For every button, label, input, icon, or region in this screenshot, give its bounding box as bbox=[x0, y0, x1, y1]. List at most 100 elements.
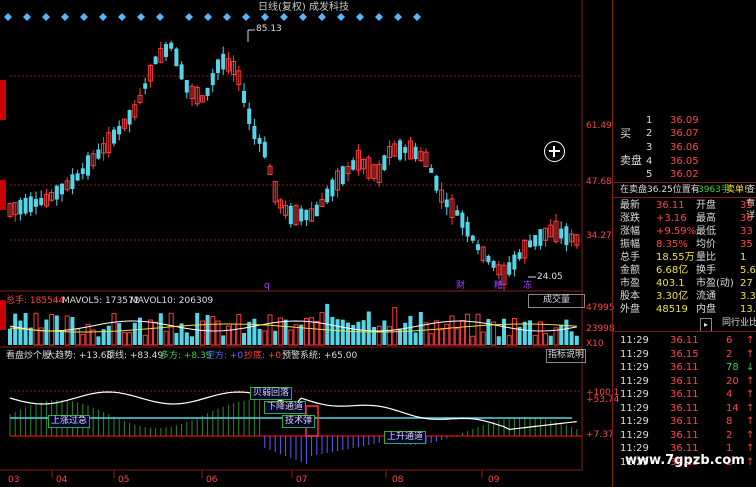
candle-up bbox=[361, 158, 367, 170]
volume-bar-up bbox=[553, 327, 559, 346]
left-tab-2[interactable] bbox=[0, 180, 6, 210]
signal-diamond-icon bbox=[99, 13, 107, 21]
candle-down bbox=[465, 221, 470, 237]
volume-bar-up bbox=[532, 334, 538, 346]
order-book-row[interactable]: 3 36.06 bbox=[646, 142, 699, 153]
candle-down bbox=[559, 228, 564, 239]
volume-bar-down bbox=[356, 321, 361, 345]
candle-down bbox=[476, 244, 480, 251]
volume-bar-up bbox=[319, 312, 325, 346]
kline-chart[interactable] bbox=[0, 0, 612, 487]
trade-row[interactable]: 11:29 36.11 14 ↑ bbox=[620, 402, 755, 414]
volume-bar-up bbox=[303, 317, 309, 346]
candle-down bbox=[257, 138, 262, 144]
left-tab-1[interactable] bbox=[0, 80, 6, 120]
volume-bar-down bbox=[340, 319, 345, 345]
up-arrow-icon: ↑ bbox=[746, 348, 755, 360]
indicator-help-button[interactable]: 指标说明 bbox=[546, 349, 586, 363]
quote-alert-banner[interactable]: 在卖盘36.25位置有 3963手 卖单! 查看详 bbox=[620, 185, 756, 221]
volume-indicator-button[interactable]: 成交量 bbox=[528, 294, 585, 308]
date-tick-04: 04 bbox=[56, 475, 68, 485]
order-book-row[interactable]: 2 36.07 bbox=[646, 128, 699, 139]
candle-down bbox=[86, 155, 90, 176]
trade-row[interactable]: 11:29 36.11 78 ↓ bbox=[620, 362, 755, 373]
signal-diamond-icon bbox=[356, 13, 364, 21]
volume-bar-down bbox=[528, 320, 532, 345]
candle-down bbox=[314, 204, 319, 217]
signal-diamond-icon bbox=[394, 13, 402, 21]
volume-ma10-legend: MAVOL10: 206309 bbox=[130, 296, 214, 306]
crosshair-plus-icon[interactable] bbox=[544, 141, 565, 162]
candle-up bbox=[12, 202, 18, 216]
candle-down bbox=[434, 175, 439, 191]
trade-row[interactable]: 11:29 36.11 6 ↑ bbox=[620, 335, 755, 346]
candle-down bbox=[538, 229, 543, 246]
event-label-zao[interactable]: 糟 bbox=[494, 281, 504, 291]
signal-diamond-icon bbox=[223, 13, 231, 21]
candle-up bbox=[449, 198, 455, 218]
up-arrow-icon: ↑ bbox=[746, 416, 755, 427]
up-arrow-icon: ↑ bbox=[746, 402, 755, 414]
candle-up bbox=[225, 58, 231, 72]
candle-up bbox=[194, 86, 200, 105]
left-tab-3[interactable] bbox=[0, 300, 6, 330]
order-book-row[interactable]: 1 36.09 bbox=[646, 115, 699, 126]
candle-down bbox=[70, 174, 75, 190]
candle-up bbox=[64, 180, 70, 191]
expand-toggle-icon[interactable]: ▸ bbox=[700, 318, 712, 332]
signal-diamond-icon bbox=[185, 13, 193, 21]
industry-compare-tab[interactable]: 同行业比较 bbox=[722, 318, 756, 328]
trade-row[interactable]: 11:29 36.11 4 ↑ bbox=[620, 389, 755, 400]
volume-bar-up bbox=[33, 312, 39, 346]
candle-down bbox=[127, 110, 132, 125]
trade-row[interactable]: 11:29 36.11 8 ↑ bbox=[620, 416, 755, 427]
site-watermark: www.7gpzb.com bbox=[625, 453, 745, 468]
volume-bar-up bbox=[262, 330, 268, 346]
event-label-q[interactable]: q bbox=[264, 281, 270, 291]
signal-diamond-icon bbox=[204, 13, 212, 21]
volume-bar-up bbox=[454, 328, 460, 346]
trade-row[interactable]: 11:29 36.11 2 ↑ bbox=[620, 429, 755, 441]
candle-up bbox=[366, 157, 372, 179]
volume-bar-down bbox=[517, 326, 522, 345]
indicator-short: 空方: +0 bbox=[206, 351, 244, 361]
event-label-dong[interactable]: 冻 bbox=[523, 281, 533, 291]
order-book-row[interactable]: 5 36.02 bbox=[646, 169, 699, 180]
signal-diamond-icon bbox=[299, 13, 307, 21]
volume-bar-down bbox=[190, 336, 194, 345]
trade-row[interactable]: 11:29 36.13 2 ↑ bbox=[620, 456, 755, 468]
volume-bar-down bbox=[96, 336, 101, 345]
candle-down bbox=[491, 260, 496, 268]
trade-row[interactable]: 11:29 36.11 20 ↑ bbox=[620, 375, 755, 387]
date-tick-06: 06 bbox=[206, 475, 218, 485]
volume-bar-down bbox=[548, 335, 553, 345]
order-book-row[interactable]: 4 36.05 bbox=[646, 156, 699, 167]
event-label-cai[interactable]: 财 bbox=[456, 281, 466, 291]
volume-bar-up bbox=[199, 320, 205, 346]
volume-bar-down bbox=[184, 332, 189, 345]
candle-down bbox=[169, 42, 174, 49]
up-arrow-icon: ↑ bbox=[746, 335, 755, 346]
volume-ma5-line bbox=[9, 320, 577, 332]
candle-down bbox=[528, 240, 532, 248]
volume-bar-up bbox=[428, 333, 434, 346]
volume-bar-down bbox=[205, 314, 210, 345]
trade-row[interactable]: 11:29 36.11 1 ↑ bbox=[620, 443, 755, 454]
volume-ma10-line bbox=[9, 323, 577, 333]
volume-bar-up bbox=[293, 324, 299, 346]
candle-down bbox=[34, 198, 38, 207]
candle-up bbox=[267, 165, 273, 175]
volume-bar-down bbox=[158, 313, 163, 345]
candle-down bbox=[18, 199, 23, 215]
volume-bar-down bbox=[257, 328, 262, 345]
candle-up bbox=[90, 153, 96, 167]
date-tick-05: 05 bbox=[118, 475, 130, 485]
candle-up bbox=[199, 95, 205, 103]
volume-bar-up bbox=[90, 329, 96, 346]
volume-bar-down bbox=[502, 318, 506, 345]
trade-row[interactable]: 11:29 36.15 2 ↑ bbox=[620, 348, 755, 360]
separator bbox=[613, 331, 756, 332]
volume-bar-down bbox=[522, 321, 527, 345]
